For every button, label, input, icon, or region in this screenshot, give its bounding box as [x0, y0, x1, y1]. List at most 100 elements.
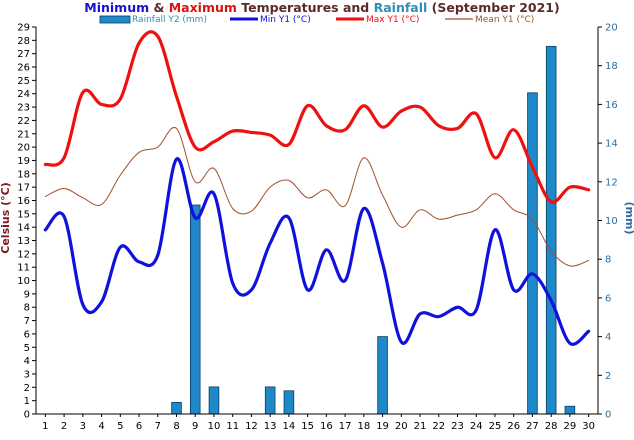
y-tick-label: 24	[17, 89, 30, 100]
legend-swatch-rainfall	[99, 15, 131, 24]
x-tick-label: 12	[245, 421, 258, 432]
y-tick-label: 8	[24, 303, 30, 314]
legend-label-max: Max Y1 (°C)	[366, 15, 419, 25]
y2-axis-label: (mm)	[623, 202, 634, 235]
y-tick-label: 1	[24, 396, 30, 407]
y2-tick-label: 0	[605, 410, 611, 421]
x-tick-label: 18	[357, 421, 370, 432]
x-tick-label: 29	[564, 421, 577, 432]
y2-tick-label: 10	[605, 216, 618, 227]
chart-title: Minimum & Maximum Temperatures and Rainf…	[84, 0, 559, 15]
y-tick-label: 18	[17, 169, 30, 180]
x-tick-label: 5	[117, 421, 123, 432]
y-tick-label: 29	[17, 23, 30, 34]
x-tick-label: 2	[61, 421, 67, 432]
y2-tick-label: 8	[605, 255, 611, 266]
rainfall-bar	[545, 45, 557, 415]
rainfall-bar	[189, 204, 201, 415]
rainfall-bars	[171, 45, 576, 415]
x-tick-label: 10	[208, 421, 221, 432]
y2-tick-label: 12	[605, 177, 618, 188]
legend-label-min: Min Y1 (°C)	[260, 15, 311, 25]
x-tick-label: 11	[226, 421, 239, 432]
x-tick-label: 30	[582, 421, 595, 432]
x-tick-label: 8	[173, 421, 179, 432]
x-tick-label: 20	[395, 421, 408, 432]
y-tick-label: 0	[24, 410, 30, 421]
x-tick-label: 4	[98, 421, 104, 432]
title-part: Maximum	[169, 0, 237, 15]
y-tick-label: 3	[24, 369, 30, 380]
x-tick-label: 14	[283, 421, 296, 432]
x-tick-label: 24	[470, 421, 483, 432]
x-tick-label: 16	[320, 421, 333, 432]
y-tick-label: 4	[24, 356, 30, 367]
rainfall-bar	[171, 401, 182, 415]
y2-tick-label: 16	[605, 100, 618, 111]
title-part: &	[149, 0, 169, 15]
y-tick-label: 10	[17, 276, 30, 287]
y-tick-label: 12	[17, 249, 30, 260]
y-tick-label: 16	[17, 196, 30, 207]
axes: 0123456789101112131415161718192021222324…	[17, 23, 617, 433]
x-tick-label: 3	[80, 421, 86, 432]
y2-tick-label: 14	[605, 139, 618, 150]
legend: Rainfall Y2 (mm) Min Y1 (°C) Max Y1 (°C) Me…	[99, 15, 534, 25]
x-tick-label: 13	[264, 421, 277, 432]
y-tick-label: 14	[17, 223, 30, 234]
y-tick-label: 26	[17, 63, 30, 74]
title-part: Temperatures and	[237, 0, 374, 15]
title-part: Minimum	[84, 0, 149, 15]
y-tick-label: 20	[17, 143, 30, 154]
x-tick-label: 9	[192, 421, 198, 432]
y2-tick-label: 4	[605, 332, 611, 343]
series-line-min	[43, 157, 591, 346]
x-tick-label: 21	[414, 421, 427, 432]
x-tick-label: 22	[432, 421, 445, 432]
rainfall-bar	[527, 92, 538, 415]
y-tick-label: 11	[17, 263, 30, 274]
rainfall-bar	[377, 336, 388, 415]
y-tick-label: 15	[17, 209, 30, 220]
y-tick-label: 7	[24, 316, 30, 327]
legend-label-mean: Mean Y1 (°C)	[475, 15, 534, 25]
y-tick-label: 21	[17, 129, 30, 140]
y2-tick-label: 2	[605, 371, 611, 382]
x-tick-label: 26	[507, 421, 520, 432]
rainfall-bar	[264, 386, 276, 415]
x-tick-label: 19	[376, 421, 389, 432]
x-tick-label: 1	[42, 421, 48, 432]
temperature-lines	[43, 30, 591, 346]
rainfall-bar	[208, 386, 220, 415]
y-tick-label: 13	[17, 236, 30, 247]
y-tick-label: 2	[24, 383, 30, 394]
y-tick-label: 27	[17, 49, 30, 60]
y-tick-label: 28	[17, 36, 30, 47]
x-tick-label: 7	[155, 421, 161, 432]
y-tick-label: 19	[17, 156, 30, 167]
x-tick-label: 17	[339, 421, 352, 432]
y-tick-label: 5	[24, 343, 30, 354]
y2-tick-label: 18	[605, 61, 618, 72]
x-tick-label: 27	[526, 421, 539, 432]
series-line-max	[43, 30, 591, 204]
y-axis-label: Celsius (°C)	[0, 182, 12, 253]
legend-label-rainfall: Rainfall Y2 (mm)	[132, 15, 207, 25]
x-tick-label: 28	[545, 421, 558, 432]
title-part: (September 2021)	[427, 0, 559, 15]
x-tick-label: 23	[451, 421, 464, 432]
y-tick-label: 23	[17, 103, 30, 114]
rainfall-bar	[283, 390, 295, 415]
x-tick-label: 15	[301, 421, 314, 432]
x-tick-label: 25	[489, 421, 502, 432]
title-part: Rainfall	[374, 0, 428, 15]
rainfall-bar	[564, 405, 576, 415]
x-tick-label: 6	[136, 421, 142, 432]
y-tick-label: 25	[17, 76, 30, 87]
series-line-mean	[44, 126, 590, 267]
y-tick-label: 6	[24, 329, 30, 340]
y-tick-label: 9	[24, 289, 30, 300]
y-tick-label: 22	[17, 116, 30, 127]
